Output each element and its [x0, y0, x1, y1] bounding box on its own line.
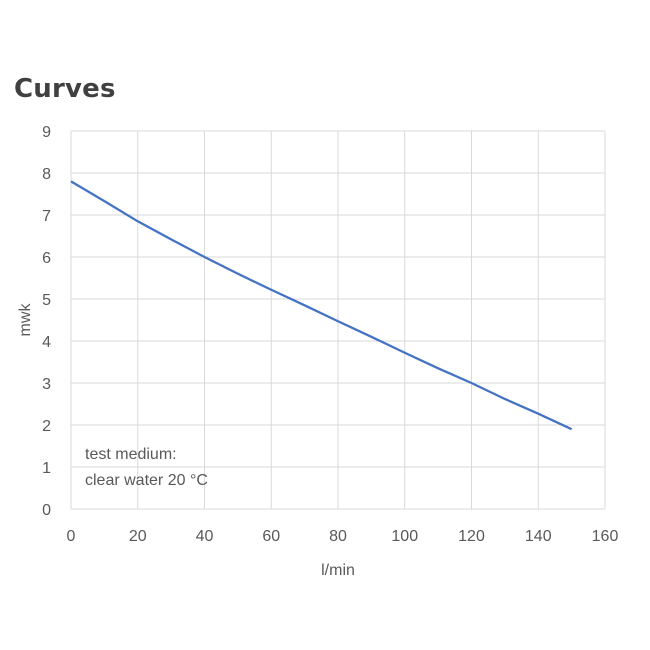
x-tick-label: 140: [525, 528, 552, 545]
y-tick-label: 1: [42, 460, 51, 477]
x-tick-label: 160: [592, 528, 619, 545]
y-tick-label: 0: [42, 502, 51, 519]
y-tick-label: 6: [42, 250, 51, 267]
x-tick-label: 40: [196, 528, 214, 545]
y-tick-label: 2: [42, 418, 51, 435]
y-tick-label: 5: [42, 292, 51, 309]
y-tick-label: 9: [42, 124, 51, 141]
y-tick-label: 8: [42, 166, 51, 183]
x-tick-label: 60: [262, 528, 280, 545]
series-line-0: [70, 180, 573, 431]
x-axis-label: l/min: [321, 562, 355, 579]
annotation-line-1: test medium:: [85, 446, 177, 463]
y-tick-label: 7: [42, 208, 51, 225]
grid: [70, 130, 606, 510]
x-tick-label: 80: [329, 528, 347, 545]
x-tick-label: 0: [67, 528, 76, 545]
y-tick-label: 4: [42, 334, 51, 351]
x-tick-label: 20: [129, 528, 147, 545]
tick-labels: 0 20 40 60 80 100 120 140 160 0 1 2 3 4 5 6 7 8 9: [42, 124, 618, 545]
chart-title: Curves: [14, 74, 116, 104]
y-tick-label: 3: [42, 376, 51, 393]
x-tick-label: 100: [391, 528, 418, 545]
series: [70, 180, 573, 431]
annotation-line-2: clear water 20 °C: [85, 472, 208, 489]
y-axis-label: mwk: [17, 303, 34, 337]
x-tick-label: 120: [458, 528, 485, 545]
